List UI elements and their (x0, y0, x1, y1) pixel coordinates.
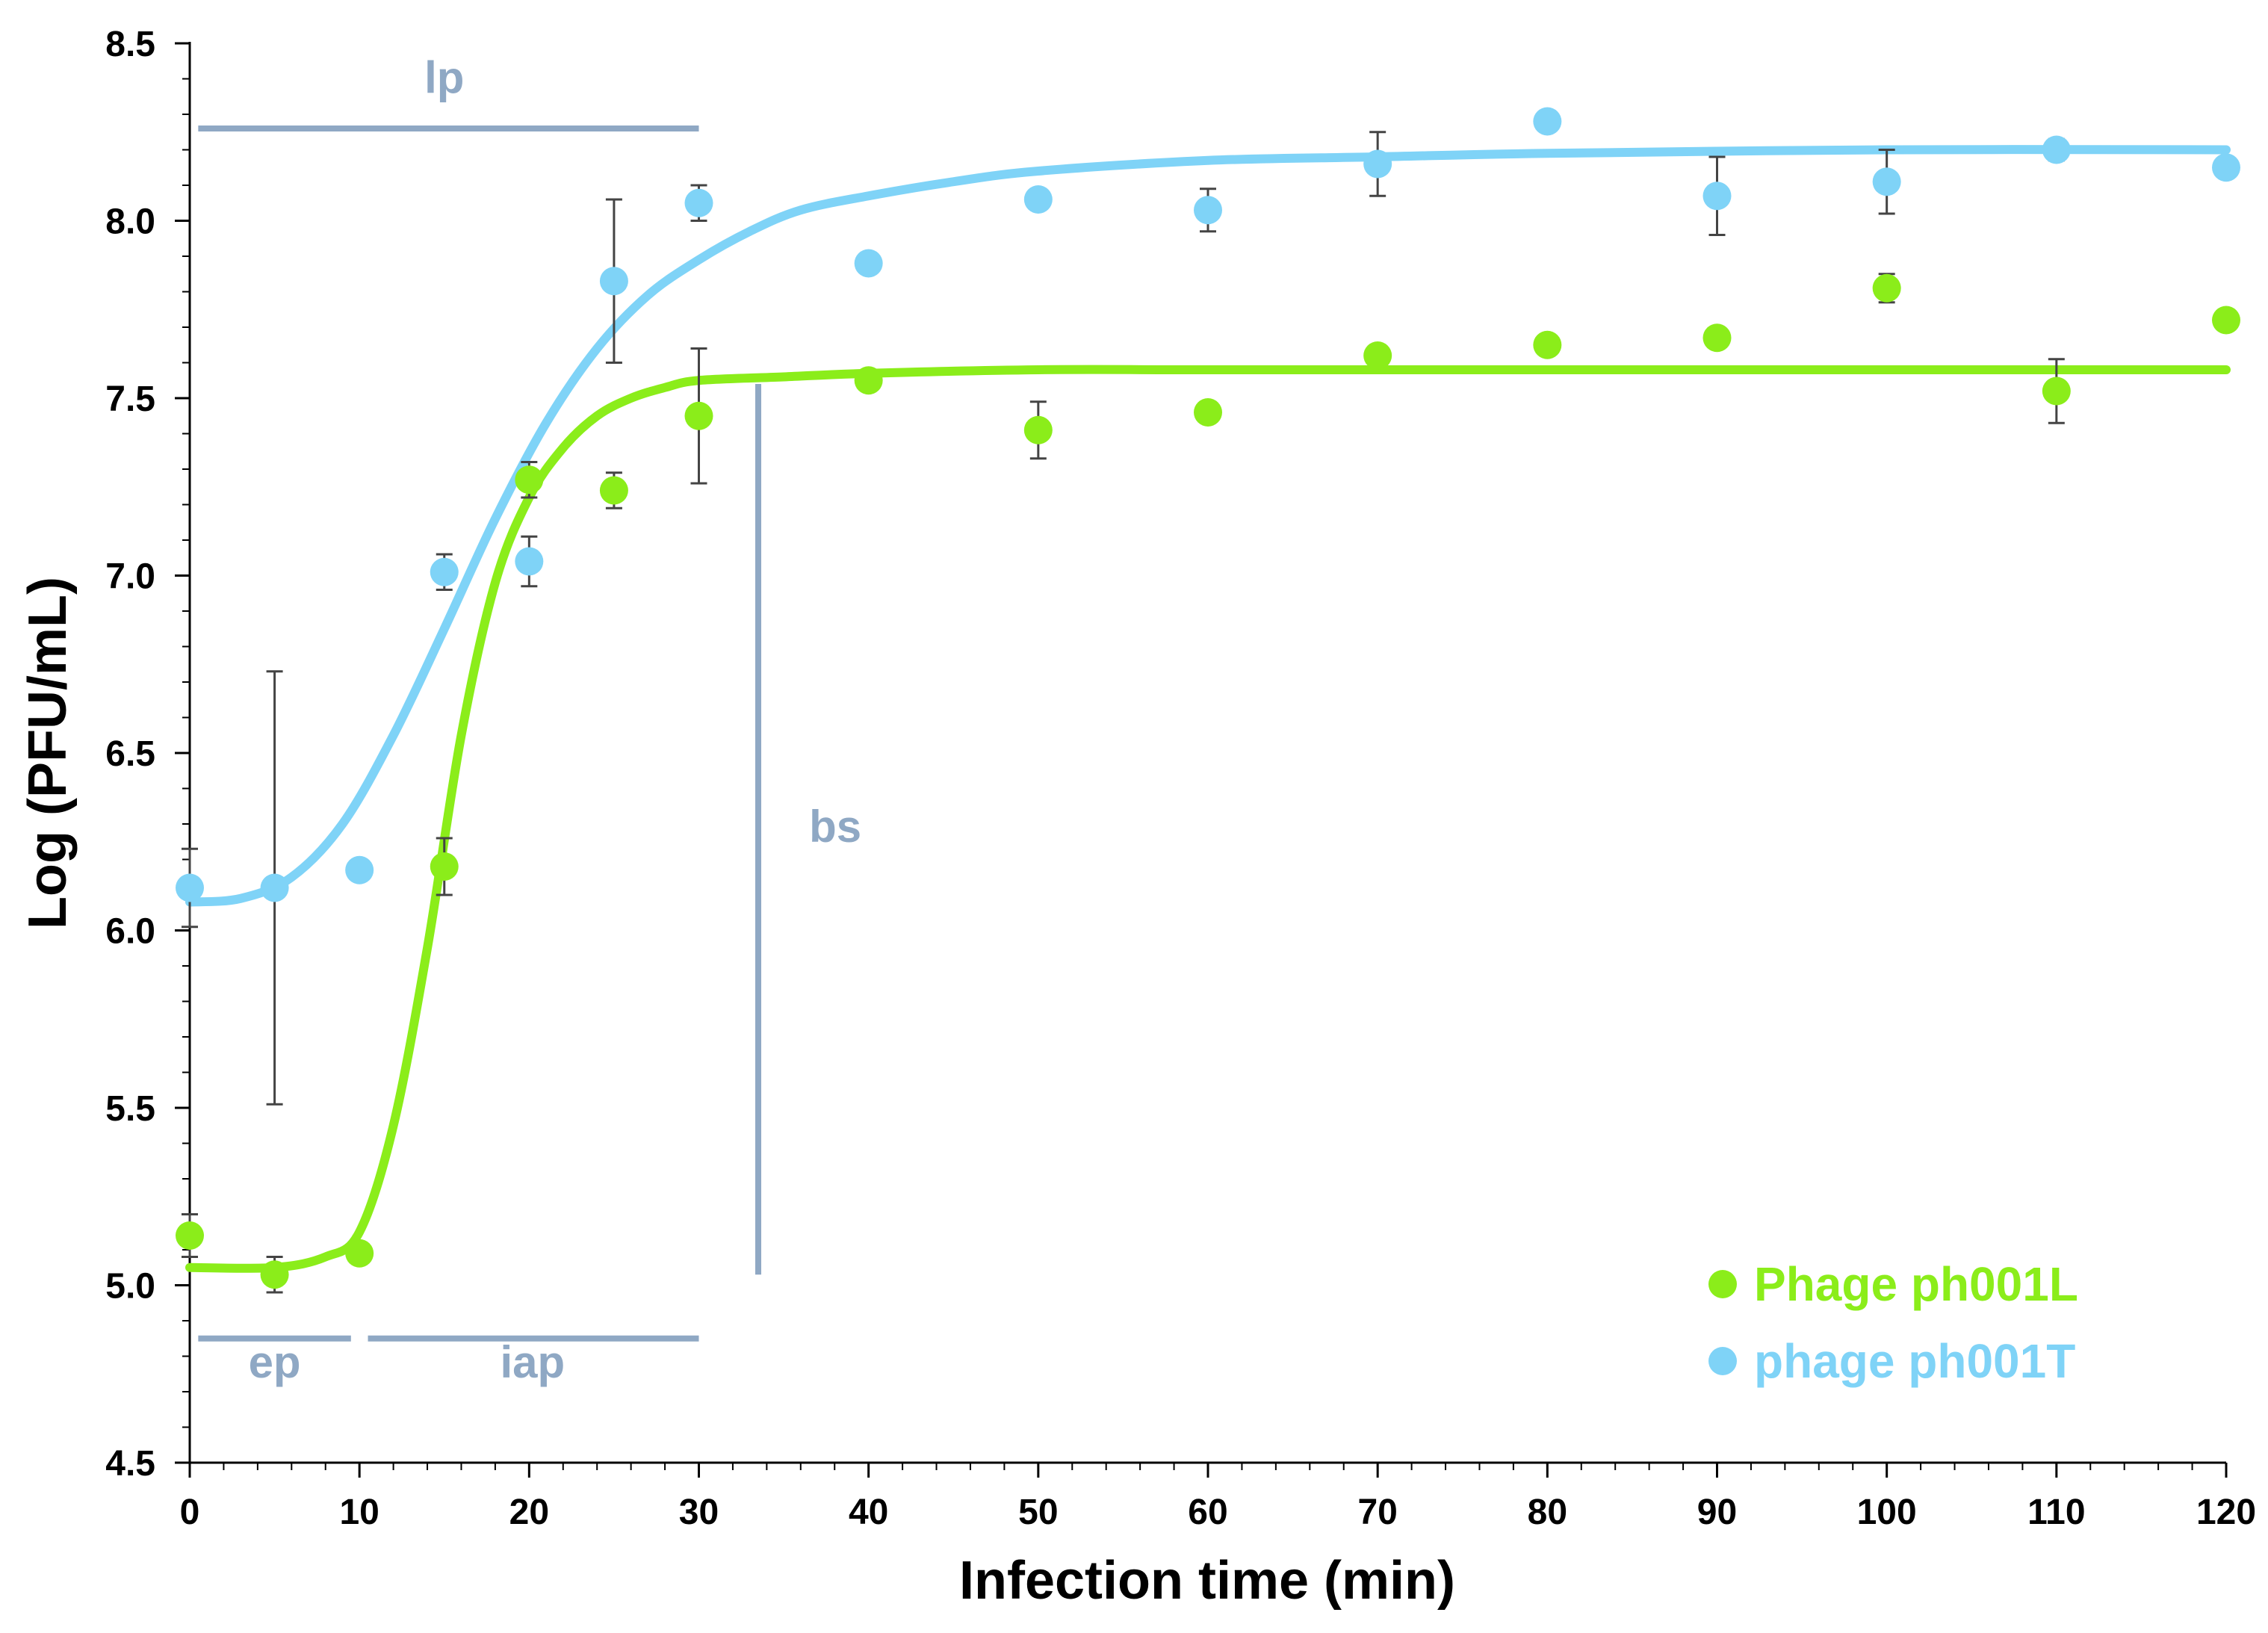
data-point-series-0 (599, 476, 628, 505)
data-point-series-1 (684, 188, 713, 217)
axes: 4.5 5.0 5.5 6.0 6.5 7.0 7.5 8.0 8.5 0 10 20 30 40 50 60… (105, 25, 2256, 1532)
data-point-series-0 (2042, 377, 2071, 406)
data-point-series-0 (1702, 323, 1732, 353)
x-tick-label: 40 (849, 1493, 888, 1532)
data-point-series-1 (599, 267, 628, 296)
data-point-series-0 (515, 465, 544, 495)
data-point-series-0 (1194, 398, 1222, 427)
x-tick-label: 80 (1528, 1493, 1567, 1532)
x-tick-label: 100 (1857, 1493, 1917, 1532)
data-point-series-1 (515, 547, 544, 576)
annotations: lp ep iap bs (198, 53, 861, 1387)
x-axis-title: Infection time (min) (959, 1551, 1455, 1611)
data-point-series-0 (260, 1260, 289, 1289)
y-tick-label: 5.5 (105, 1089, 155, 1129)
data-point-series-0 (345, 1239, 374, 1268)
data-point-series-1 (1533, 107, 1562, 136)
data-point-series-1 (1363, 149, 1392, 179)
data-point-series-1 (260, 873, 289, 902)
x-tick-label: 0 (180, 1493, 200, 1532)
legend: Phage ph001L phage ph001T (1708, 1257, 2078, 1388)
x-tick-label: 10 (339, 1493, 379, 1532)
data-point-series-0 (176, 1221, 204, 1250)
legend-label-series-0: Phage ph001L (1754, 1257, 2078, 1311)
x-tick-label: 60 (1188, 1493, 1227, 1532)
data-point-series-1 (176, 873, 204, 902)
data-point-series-1 (2042, 135, 2071, 164)
y-tick-label: 8.0 (105, 202, 155, 242)
data-point-series-0 (430, 852, 459, 881)
data-point-series-1 (854, 249, 883, 278)
y-axis-title: Log (PFU/mL) (18, 577, 78, 929)
y-tick-label: 7.5 (105, 379, 155, 419)
x-tick-label: 20 (509, 1493, 549, 1532)
y-tick-label: 7.0 (105, 557, 155, 597)
fit-curve-series-1 (185, 145, 2231, 907)
data-point-series-0 (1533, 330, 1562, 359)
fit-curve-series-0 (185, 365, 2231, 1273)
legend-label-series-1: phage ph001T (1754, 1334, 2075, 1388)
y-tick-label: 8.5 (105, 25, 155, 64)
y-tick-label: 6.5 (105, 734, 155, 774)
y-tick-label: 4.5 (105, 1444, 155, 1484)
x-tick-label: 120 (2196, 1493, 2256, 1532)
data-point-series-1 (1702, 182, 1732, 211)
data-point-series-0 (684, 401, 713, 430)
x-tick-label: 110 (2027, 1493, 2085, 1532)
annotation-label-lp: lp (424, 53, 464, 103)
legend-marker-series-0 (1708, 1270, 1737, 1298)
data-point-series-0 (854, 366, 883, 395)
fit-curves (185, 145, 2231, 1273)
data-point-series-0 (2212, 306, 2240, 335)
data-point-series-1 (1872, 167, 1901, 196)
data-point-series-0 (1023, 415, 1053, 444)
data-points (176, 107, 2240, 1289)
data-point-series-1 (1023, 185, 1053, 214)
data-point-series-0 (1363, 341, 1392, 370)
x-tick-label: 70 (1357, 1493, 1397, 1532)
annotation-label-iap: iap (501, 1337, 566, 1387)
annotation-label-ep: ep (249, 1337, 301, 1387)
annotation-label-bs: bs (809, 802, 861, 852)
legend-marker-series-1 (1708, 1347, 1737, 1375)
x-tick-label: 90 (1697, 1493, 1737, 1532)
data-point-series-0 (1872, 273, 1901, 303)
y-tick-label: 6.0 (105, 912, 155, 952)
data-point-series-1 (430, 557, 459, 586)
data-point-series-1 (2212, 153, 2240, 182)
x-tick-label: 30 (679, 1493, 719, 1532)
y-tick-label: 5.0 (105, 1267, 155, 1307)
data-point-series-1 (345, 855, 374, 884)
x-tick-label: 50 (1018, 1493, 1058, 1532)
data-point-series-1 (1194, 196, 1222, 225)
